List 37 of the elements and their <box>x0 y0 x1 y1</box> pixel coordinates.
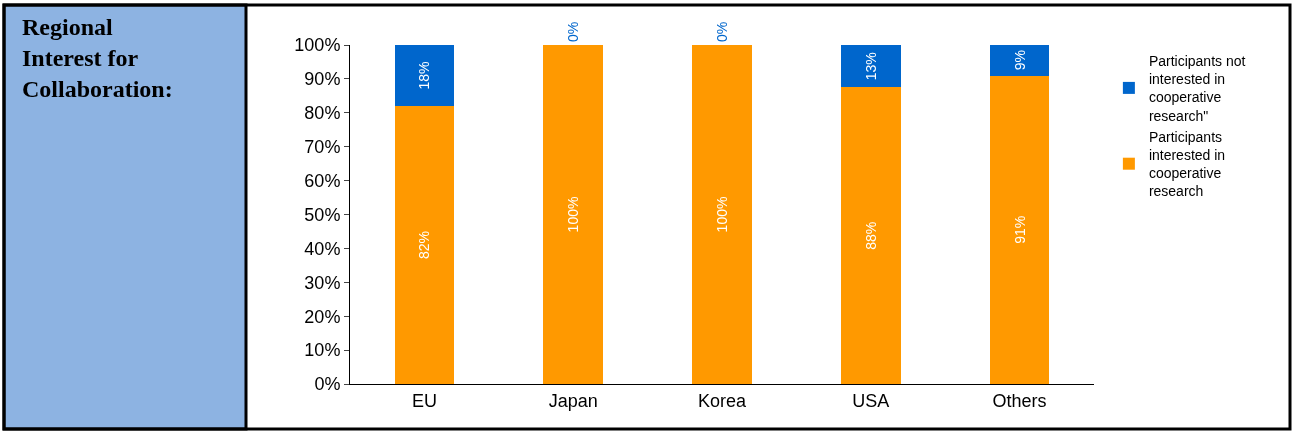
bar <box>989 75 1050 384</box>
data-label: 0% <box>565 21 582 42</box>
y-tick-label: 80% <box>304 103 341 124</box>
legend-label: Participants not interested in cooperative research" <box>1148 53 1246 124</box>
text: Regional Interest for Collaboration: <box>22 13 173 103</box>
bar <box>543 45 603 384</box>
y-tick-label: 70% <box>304 137 341 157</box>
data-label: 0% <box>714 21 730 42</box>
y-tick-label: 90% <box>304 69 341 90</box>
data-label: 13% <box>862 52 879 81</box>
data-label: 91% <box>1011 215 1028 244</box>
legend-label: Participants interested in cooperative research <box>1148 128 1226 200</box>
x-tick-label: EU <box>411 390 437 411</box>
data-label: 9% <box>1011 50 1028 71</box>
y-tick-label: 40% <box>304 238 341 259</box>
bar <box>692 45 752 384</box>
bar <box>989 45 1050 76</box>
y-tick-label: 50% <box>304 204 341 225</box>
data-label: 100% <box>714 196 730 233</box>
bar <box>841 45 901 88</box>
y-tick-label: 30% <box>304 272 341 293</box>
data-label: 82% <box>416 230 433 260</box>
data-label: 100% <box>565 196 582 233</box>
x-tick-label: Japan <box>548 390 598 411</box>
y-tick-label: 100% <box>294 35 341 56</box>
y-tick-label: 10% <box>304 340 341 361</box>
bar <box>394 106 455 384</box>
y-tick-label: 0% <box>314 374 341 395</box>
y-tick-label: 20% <box>304 306 341 327</box>
x-tick-label: Others <box>992 390 1047 411</box>
data-label: 18% <box>416 61 433 90</box>
y-tick-label: 60% <box>304 170 341 191</box>
x-tick-label: USA <box>852 390 890 411</box>
data-label: 88% <box>862 221 879 250</box>
x-tick-label: Korea <box>697 390 747 411</box>
bar <box>394 45 455 107</box>
bar <box>841 87 901 384</box>
